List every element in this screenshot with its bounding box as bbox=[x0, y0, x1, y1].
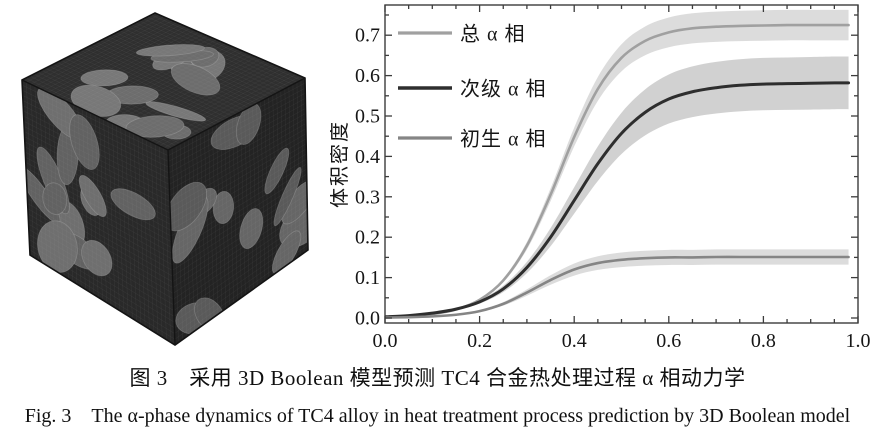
x-tick-label: 0.6 bbox=[656, 330, 681, 352]
y-tick-label: 0.4 bbox=[355, 146, 380, 168]
alpha-particles-cube-right-face bbox=[168, 103, 308, 338]
alpha-particle bbox=[270, 165, 305, 227]
series-curve-2 bbox=[385, 255, 850, 319]
alpha-particles-cube-top-face bbox=[62, 42, 230, 142]
alpha-particle bbox=[161, 60, 230, 99]
alpha-particle bbox=[65, 112, 103, 173]
alpha-particles-cube-left-face bbox=[22, 78, 157, 282]
y-axis-label: 体积密度 bbox=[330, 120, 351, 208]
chart-legend: 总 α 相次级 α 相初生 α 相 bbox=[398, 23, 546, 151]
cube-graphic bbox=[21, 12, 309, 346]
y-tick-label: 0.5 bbox=[355, 106, 380, 128]
legend-item-0: 总 α 相 bbox=[398, 23, 525, 46]
legend-item-2: 初生 α 相 bbox=[398, 128, 546, 151]
y-tick-label: 0.6 bbox=[355, 65, 380, 87]
cube-top-face bbox=[22, 13, 305, 150]
series-band-0 bbox=[385, 9, 849, 317]
axis-ticks bbox=[384, 5, 859, 323]
series-curve-1 bbox=[385, 81, 851, 319]
y-tick-label: 0.3 bbox=[355, 186, 380, 208]
legend-label: 总 α 相 bbox=[460, 23, 525, 46]
x-tick-label: 0.2 bbox=[467, 330, 492, 352]
y-tick-label: 0.2 bbox=[355, 227, 380, 249]
alpha-particle bbox=[261, 145, 293, 196]
y-tick-label: 0.7 bbox=[355, 25, 380, 47]
x-tick-label: 1.0 bbox=[846, 330, 871, 352]
alpha-particle bbox=[209, 185, 238, 231]
series-curves bbox=[385, 23, 851, 319]
mesh-grid-cube-top-face bbox=[25, 14, 302, 149]
alpha-particle bbox=[134, 42, 206, 58]
y-tick-label: 0.1 bbox=[355, 267, 380, 289]
cube-inner-edges bbox=[21, 77, 306, 346]
alpha-particle bbox=[38, 176, 72, 221]
series-band-1 bbox=[385, 56, 849, 317]
x-tick-label: 0.0 bbox=[373, 330, 398, 352]
alpha-phase-kinetics-chart: 体积密度 0.0 0.2 0.4 0.6 0.8 1.00.00.10.20.30.40.… bbox=[330, 4, 871, 352]
caption-chinese: 图 3 采用 3D Boolean 模型预测 TC4 合金热处理过程 α 相动力… bbox=[129, 366, 746, 390]
alpha-particle bbox=[239, 203, 263, 253]
alpha-particle bbox=[75, 171, 111, 221]
alpha-particle bbox=[76, 238, 117, 279]
alpha-particle bbox=[109, 183, 156, 226]
alpha-particle bbox=[78, 68, 131, 87]
caption-english: Fig. 3 The α-phase dynamics of TC4 alloy… bbox=[24, 405, 851, 427]
microstructure-cube-3d bbox=[21, 12, 309, 346]
axis-tick-labels: 0.0 0.2 0.4 0.6 0.8 1.0 0.0 0.1 0.2 0.3 0.4 0.5 0.6 0… bbox=[355, 25, 871, 352]
x-tick-label: 0.4 bbox=[562, 330, 587, 352]
legend-item-1: 次级 α 相 bbox=[398, 78, 546, 101]
mesh-grid-cube-right-face bbox=[168, 80, 308, 343]
y-tick-label: 0.0 bbox=[355, 308, 380, 330]
legend-label: 次级 α 相 bbox=[460, 78, 546, 101]
mesh-grid-cube-left-face bbox=[22, 82, 175, 343]
cube-right-face bbox=[168, 78, 308, 345]
legend-label: 初生 α 相 bbox=[460, 128, 546, 151]
confidence-bands bbox=[385, 9, 849, 318]
x-tick-label: 0.8 bbox=[751, 330, 776, 352]
alpha-particle bbox=[168, 173, 209, 241]
alpha-particle bbox=[29, 210, 85, 282]
alpha-particle bbox=[268, 225, 305, 281]
